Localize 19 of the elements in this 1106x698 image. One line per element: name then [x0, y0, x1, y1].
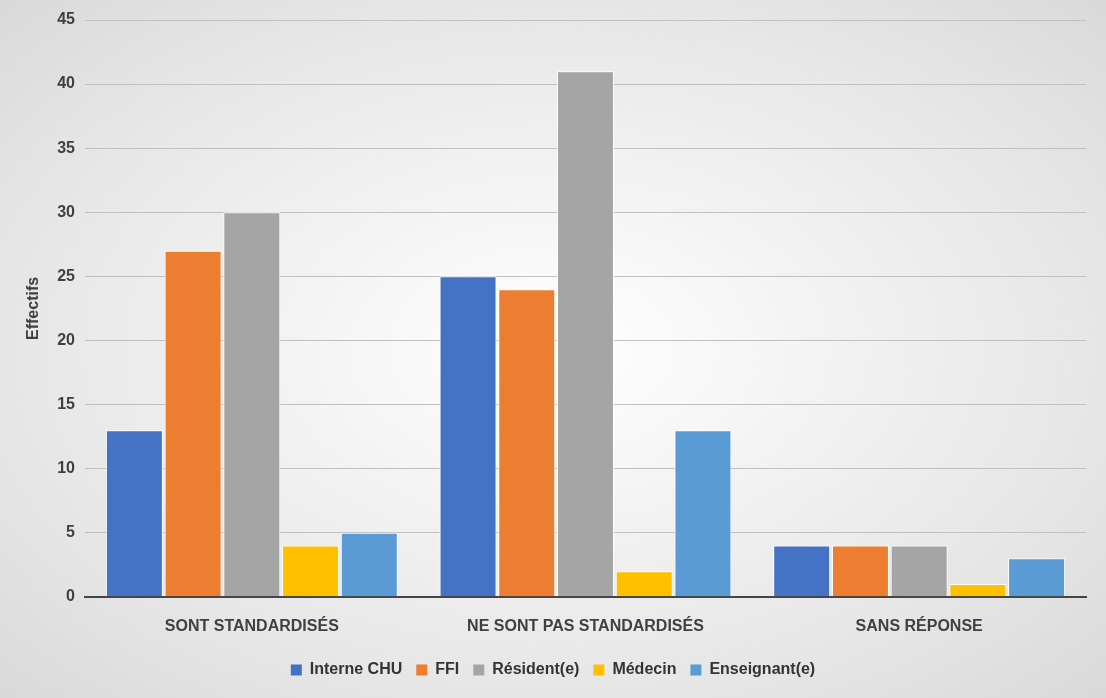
- y-tick-label: 40: [57, 74, 76, 92]
- y-tick-label: 10: [57, 459, 76, 477]
- legend-label: FFI: [435, 660, 460, 678]
- y-tick-label: 30: [57, 202, 76, 220]
- y-tick-label: 20: [57, 330, 76, 348]
- legend-label: Enseignant(e): [709, 660, 816, 678]
- y-axis-title: Effectifs: [24, 276, 42, 340]
- y-tick-label: 25: [57, 266, 76, 284]
- legend-label: Médecin: [612, 660, 677, 678]
- x-tick-label: SONT STANDARDISÉS: [164, 615, 340, 634]
- y-tick-label: 0: [66, 587, 76, 605]
- y-tick-label: 45: [57, 10, 76, 28]
- y-tick-label: 15: [57, 394, 76, 412]
- y-tick-label: 5: [66, 523, 76, 541]
- legend-label: Interne CHU: [309, 660, 403, 678]
- x-tick-label: SANS RÉPONSE: [855, 615, 984, 634]
- legend-label: Résident(e): [492, 660, 580, 678]
- x-tick-label: NE SONT PAS STANDARDISÉS: [467, 615, 705, 634]
- y-tick-label: 35: [57, 138, 76, 156]
